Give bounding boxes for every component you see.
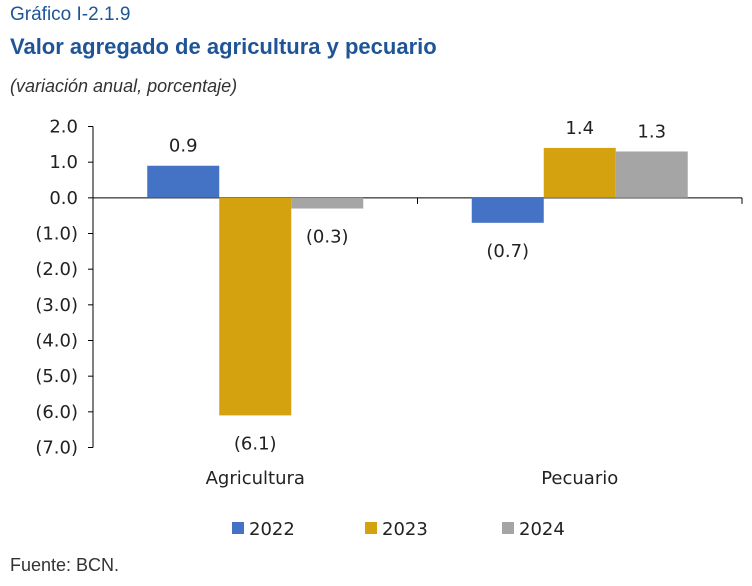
legend-swatch-2022 [232,522,244,534]
chart-kicker: Gráfico I-2.1.9 [10,4,131,25]
data-label-2024-pecuario: 1.3 [637,121,666,142]
y-tick-label: (1.0) [35,224,78,245]
data-label-2022-pecuario: (0.7) [486,241,529,262]
chart-title: Valor agregado de agricultura y pecuario [10,34,437,59]
category-label: Agricultura [206,468,305,489]
y-tick-label: (2.0) [35,259,78,280]
legend-label-2023: 2023 [382,519,428,540]
bar-2023-agricultura [219,197,292,416]
y-tick-label: (7.0) [35,438,78,459]
data-label-2023-pecuario: 1.4 [565,118,594,139]
legend-swatch-2023 [365,522,377,534]
data-label-2024-agricultura: (0.3) [306,227,349,248]
legend-label-2022: 2022 [249,519,295,540]
bar-2022-agricultura [147,165,220,198]
chart-subtitle: (variación anual, porcentaje) [10,76,238,96]
data-label-2022-agricultura: 0.9 [169,136,198,157]
bar-2023-pecuario [543,147,616,198]
legend-label-2024: 2024 [519,519,565,540]
y-tick-label: 0.0 [49,188,78,209]
bar-2024-pecuario [615,151,688,198]
legend-swatch-2024 [502,522,514,534]
data-label-2023-agricultura: (6.1) [234,433,277,454]
y-tick-label: 2.0 [49,117,78,138]
category-label: Pecuario [541,468,618,489]
y-tick-label: (5.0) [35,366,78,387]
y-tick-label: 1.0 [49,152,78,173]
bar-2024-agricultura [291,197,364,209]
bar-2022-pecuario [471,197,544,223]
y-tick-label: (4.0) [35,331,78,352]
source-note: Fuente: BCN. [10,555,120,575]
y-tick-label: (3.0) [35,295,78,316]
y-tick-label: (6.0) [35,402,78,423]
